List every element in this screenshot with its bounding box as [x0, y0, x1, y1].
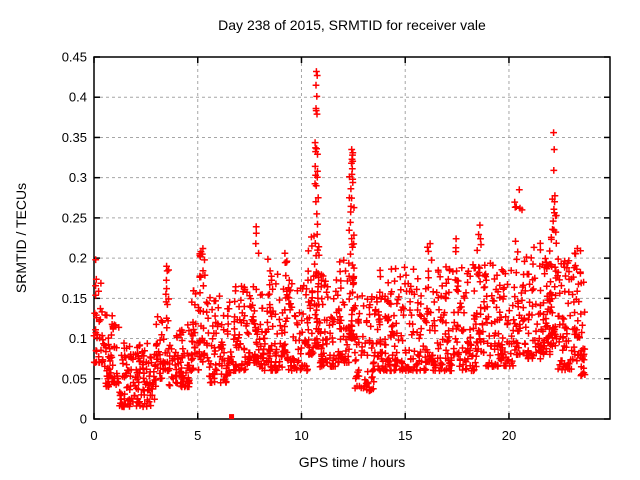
axis-tick-marks	[93, 56, 610, 420]
x-tick-label: 0	[90, 428, 97, 443]
chart-title: Day 238 of 2015, SRMTID for receiver val…	[218, 17, 486, 33]
y-tick-label: 0.3	[69, 170, 87, 185]
y-tick-label: 0.1	[69, 331, 87, 346]
y-tick-label: 0.25	[62, 210, 87, 225]
plot-border	[93, 56, 611, 420]
axis-outlier-square-marker	[229, 414, 235, 420]
x-tick-label: 15	[398, 428, 412, 443]
x-axis-label: GPS time / hours	[299, 454, 406, 470]
y-axis-label: SRMTID / TECUs	[13, 183, 29, 293]
x-tick-label: 10	[294, 428, 308, 443]
y-axis-tick-labels: 0 0.05 0.1 0.15 0.2 0.25 0.3 0.35 0.4 0.45	[62, 50, 87, 427]
x-tick-label: 20	[502, 428, 516, 443]
y-tick-label: 0.15	[62, 291, 87, 306]
y-tick-label: 0	[80, 412, 87, 427]
x-axis-tick-labels: 0 5 10 15 20	[90, 428, 516, 443]
x-tick-label: 5	[194, 428, 201, 443]
y-tick-label: 0.2	[69, 251, 87, 266]
y-tick-label: 0.05	[62, 371, 87, 386]
data-point-markers	[90, 68, 589, 411]
y-tick-label: 0.4	[69, 90, 87, 105]
y-tick-label: 0.35	[62, 130, 87, 145]
y-tick-label: 0.45	[62, 50, 87, 65]
scatter-points	[90, 68, 589, 420]
